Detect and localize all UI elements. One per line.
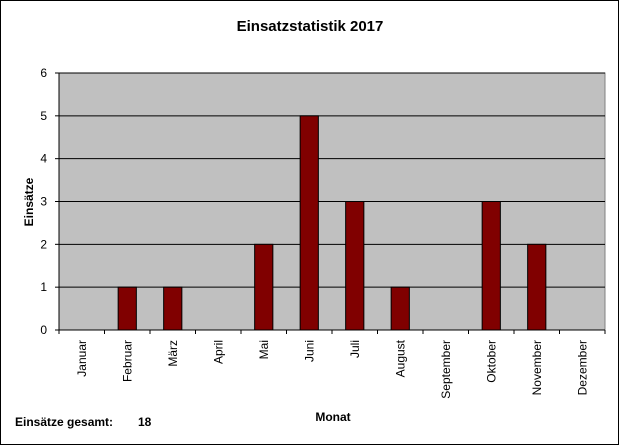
bar-juli: [345, 201, 365, 331]
x-tick-labels: Januar Februar März April Mai Juni Juli August S…: [58, 330, 606, 399]
y-tick-label: 1: [40, 280, 47, 294]
y-tick-label: 0: [40, 323, 47, 337]
y-tick-label: 5: [40, 109, 47, 123]
x-tick-label: Juli: [348, 340, 362, 358]
bar-juni: [299, 115, 319, 331]
x-tick-label: April: [211, 340, 225, 364]
chart-title: Einsatzstatistik 2017: [237, 18, 384, 35]
x-tick-label: Februar: [120, 340, 134, 382]
y-tick-label: 2: [40, 237, 47, 251]
gridlines: [59, 72, 605, 288]
bar-märz: [163, 286, 183, 331]
y-tick-label: 4: [40, 152, 47, 166]
x-tick-label: August: [393, 339, 407, 377]
y-axis-label: Einsätze: [22, 177, 36, 226]
bar-mai: [254, 243, 274, 331]
x-tick-label: Oktober: [484, 340, 498, 383]
x-tick-label: November: [530, 340, 544, 395]
total-value: 18: [138, 415, 152, 429]
x-tick-label: September: [439, 340, 453, 399]
x-tick-label: Dezember: [575, 340, 589, 395]
bar-august: [390, 286, 410, 331]
y-tick-label: 6: [40, 66, 47, 80]
x-tick-label: Januar: [75, 340, 89, 377]
bars: [117, 115, 547, 331]
bar-februar: [117, 286, 137, 331]
total-label: Einsätze gesamt:: [15, 415, 113, 429]
x-tick-label: Mai: [257, 340, 271, 359]
y-tick-labels: 0 1 2 3 4 5 6: [40, 66, 59, 337]
x-axis-label: Monat: [315, 410, 350, 424]
x-tick-label: März: [166, 340, 180, 367]
x-tick-label: Juni: [302, 340, 316, 362]
bar-november: [527, 243, 547, 331]
y-tick-label: 3: [40, 195, 47, 209]
bar-oktober: [481, 201, 501, 331]
